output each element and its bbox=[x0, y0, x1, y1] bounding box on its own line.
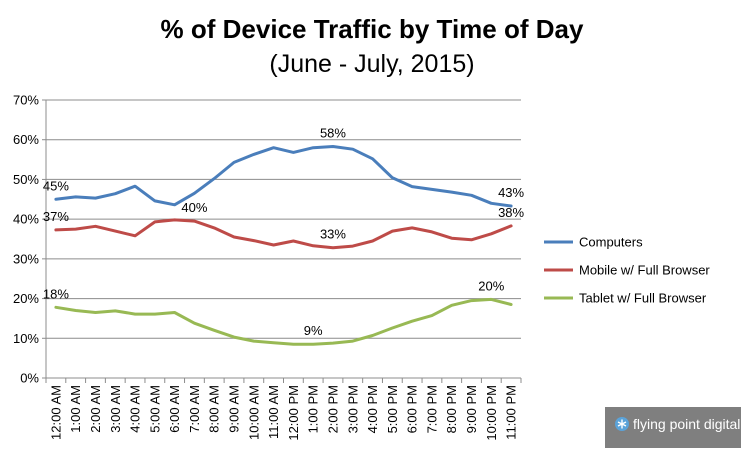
x-tick-label: 1:00 AM bbox=[68, 385, 83, 433]
data-label: 45% bbox=[43, 178, 69, 193]
x-tick-label: 7:00 PM bbox=[424, 385, 439, 433]
y-tick-label: 20% bbox=[13, 291, 39, 306]
y-tick-label: 0% bbox=[20, 371, 39, 386]
y-tick-label: 40% bbox=[13, 212, 39, 227]
y-tick-label: 10% bbox=[13, 331, 39, 346]
data-label: 40% bbox=[181, 200, 207, 215]
x-tick-label: 4:00 AM bbox=[128, 385, 143, 433]
x-tick-label: 9:00 AM bbox=[227, 385, 242, 433]
x-tick-label: 7:00 AM bbox=[187, 385, 202, 433]
series-line-2 bbox=[54, 297, 513, 346]
y-tick-label: 30% bbox=[13, 251, 39, 266]
x-tick-label: 3:00 AM bbox=[108, 385, 123, 433]
x-tick-labels: 12:00 AM 1:00 AM 2:00 AM 3:00 AM 4:00 AM 5:00… bbox=[48, 385, 518, 441]
data-label: 9% bbox=[304, 323, 323, 338]
data-label: 43% bbox=[498, 185, 524, 200]
x-tick-label: 3:00 PM bbox=[345, 385, 360, 433]
x-tick-label: 6:00 AM bbox=[167, 385, 182, 433]
y-tick-label: 50% bbox=[13, 172, 39, 187]
data-label: 20% bbox=[478, 278, 504, 293]
legend-label: Tablet w/ Full Browser bbox=[579, 291, 707, 306]
x-tick-label: 2:00 AM bbox=[88, 385, 103, 433]
x-tick-label: 10:00 AM bbox=[246, 385, 261, 440]
legend-label: Computers bbox=[579, 235, 643, 250]
data-label: 18% bbox=[43, 286, 69, 301]
x-tick-label: 5:00 PM bbox=[385, 385, 400, 433]
x-tick-label: 1:00 PM bbox=[306, 385, 321, 433]
axes bbox=[42, 99, 522, 383]
logo-badge: flying point digital bbox=[605, 407, 741, 448]
data-labels: 45% 58% 43% 37% 40% 33% 38% 18% 9% 20% bbox=[43, 125, 525, 338]
x-tick-label: 8:00 PM bbox=[444, 385, 459, 433]
data-label: 58% bbox=[320, 125, 346, 140]
x-tick-label: 11:00 PM bbox=[504, 385, 519, 440]
x-tick-label: 5:00 AM bbox=[147, 385, 162, 433]
x-tick-label: 12:00 AM bbox=[48, 385, 63, 440]
legend: Computers Mobile w/ Full Browser Tablet w/… bbox=[544, 235, 710, 306]
x-tick-label: 11:00 AM bbox=[266, 385, 281, 439]
series-lines bbox=[54, 145, 513, 346]
y-tick-labels: 0% 10% 20% 30% 40% 50% 60% 70% bbox=[13, 93, 39, 386]
x-tick-label: 6:00 PM bbox=[405, 385, 420, 433]
y-tick-label: 70% bbox=[13, 93, 39, 108]
x-tick-label: 10:00 PM bbox=[484, 385, 499, 441]
chart-title: % of Device Traffic by Time of Day bbox=[161, 14, 584, 44]
y-tick-label: 60% bbox=[13, 132, 39, 147]
data-label: 37% bbox=[43, 209, 69, 224]
series-line-1 bbox=[54, 218, 513, 250]
x-tick-label: 4:00 PM bbox=[365, 385, 380, 433]
asterisk-circle-icon bbox=[615, 417, 629, 431]
data-label: 33% bbox=[320, 227, 346, 242]
gridlines bbox=[46, 99, 521, 339]
x-tick-label: 2:00 PM bbox=[325, 385, 340, 433]
x-tick-label: 8:00 AM bbox=[207, 385, 222, 433]
data-label: 38% bbox=[498, 205, 524, 220]
logo-text: flying point digital bbox=[633, 416, 740, 432]
legend-label: Mobile w/ Full Browser bbox=[579, 263, 710, 278]
series-line-0 bbox=[54, 145, 513, 208]
chart-subtitle: (June - July, 2015) bbox=[269, 50, 474, 78]
x-tick-label: 9:00 PM bbox=[464, 385, 479, 433]
x-tick-label: 12:00 PM bbox=[286, 385, 301, 441]
